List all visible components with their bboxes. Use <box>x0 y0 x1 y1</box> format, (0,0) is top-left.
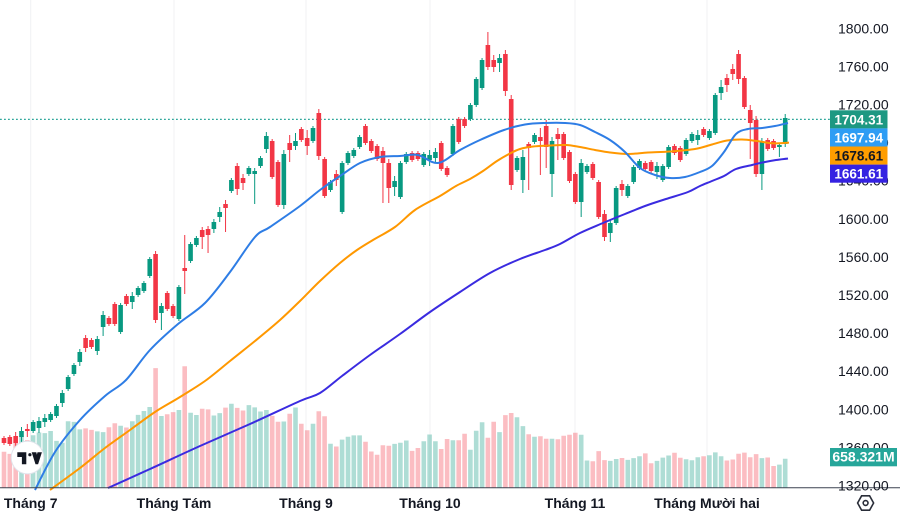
svg-text:1320.00: 1320.00 <box>838 478 889 494</box>
svg-text:1720.00: 1720.00 <box>838 97 889 113</box>
svg-text:1400.00: 1400.00 <box>838 401 889 417</box>
svg-text:1760.00: 1760.00 <box>838 58 889 74</box>
svg-text:Tháng Tám: Tháng Tám <box>137 495 212 511</box>
svg-text:1661.61: 1661.61 <box>834 167 883 182</box>
svg-text:Tháng 9: Tháng 9 <box>279 495 333 511</box>
svg-text:1704.31: 1704.31 <box>834 112 883 127</box>
svg-text:1520.00: 1520.00 <box>838 287 889 303</box>
svg-text:658.321M: 658.321M <box>832 449 894 465</box>
svg-text:1480.00: 1480.00 <box>838 325 889 341</box>
svg-text:Tháng 11: Tháng 11 <box>545 495 606 511</box>
svg-text:Tháng Mười hai: Tháng Mười hai <box>654 495 760 511</box>
svg-text:Tháng 10: Tháng 10 <box>399 495 461 511</box>
svg-text:1560.00: 1560.00 <box>838 249 889 265</box>
svg-text:Tháng 7: Tháng 7 <box>4 495 58 511</box>
svg-text:1440.00: 1440.00 <box>838 363 889 379</box>
svg-text:1800.00: 1800.00 <box>838 20 889 36</box>
svg-text:1600.00: 1600.00 <box>838 211 889 227</box>
svg-text:1678.61: 1678.61 <box>834 149 883 164</box>
svg-text:1697.94: 1697.94 <box>834 131 883 146</box>
